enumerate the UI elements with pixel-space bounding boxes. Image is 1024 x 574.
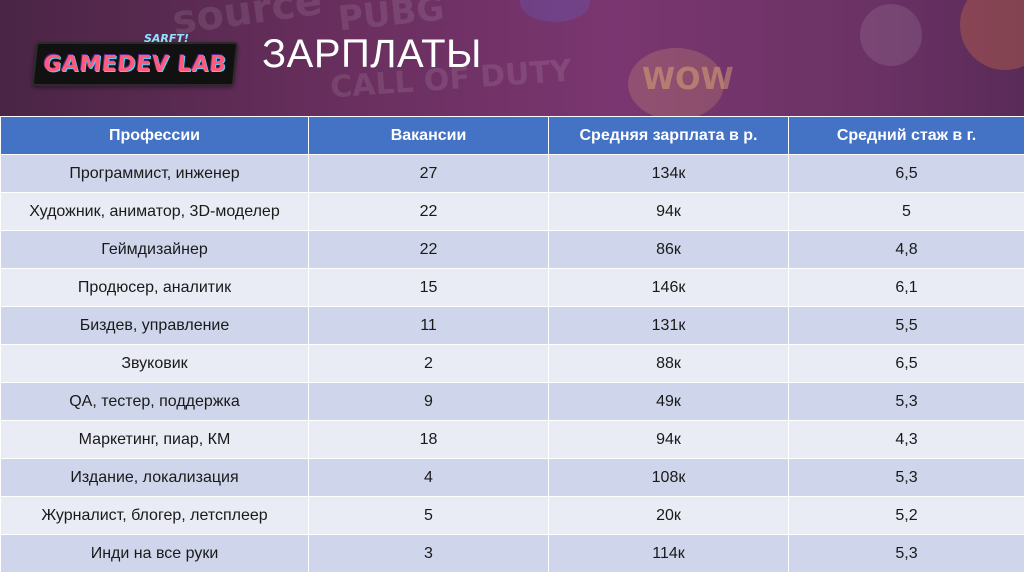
cell-salary: 146к (548, 268, 789, 307)
cell-experience: 5,3 (788, 458, 1024, 497)
cell-profession: Инди на все руки (0, 534, 309, 573)
cell-profession: Журналист, блогер, летсплеер (0, 496, 309, 535)
cell-vacancies: 27 (308, 154, 549, 193)
table-body: Программист, инженер 27 134к 6,5 Художник, а… (0, 154, 1024, 573)
cell-experience: 6,1 (788, 268, 1024, 307)
table-row: Художник, аниматор, 3D-моделер 22 94к 5 (0, 192, 1024, 231)
column-header-experience: Средний стаж в г. (788, 116, 1024, 155)
cell-vacancies: 3 (308, 534, 549, 573)
cell-profession: Художник, аниматор, 3D-моделер (0, 192, 309, 231)
cell-experience: 4,8 (788, 230, 1024, 269)
header-banner: source PUBG CALL OF DUTY WOW GAMEDEV LAB… (0, 0, 1024, 116)
table-row: Журналист, блогер, летсплеер 5 20к 5,2 (0, 496, 1024, 535)
page-title: ЗАРПЛАТЫ (262, 32, 482, 76)
bg-logo-wow: WOW (642, 62, 734, 97)
cell-profession: Маркетинг, пиар, КМ (0, 420, 309, 459)
cell-experience: 5,2 (788, 496, 1024, 535)
cell-experience: 6,5 (788, 154, 1024, 193)
cell-vacancies: 2 (308, 344, 549, 383)
table-row: Инди на все руки 3 114к 5,3 (0, 534, 1024, 573)
column-header-salary: Средняя зарплата в р. (548, 116, 789, 155)
cell-profession: Издание, локализация (0, 458, 309, 497)
cell-salary: 108к (548, 458, 789, 497)
column-header-profession: Профессии (0, 116, 309, 155)
cell-salary: 49к (548, 382, 789, 421)
cell-experience: 5 (788, 192, 1024, 231)
cell-vacancies: 22 (308, 192, 549, 231)
cell-salary: 94к (548, 420, 789, 459)
cell-profession: Продюсер, аналитик (0, 268, 309, 307)
cell-experience: 5,3 (788, 534, 1024, 573)
cell-profession: Звуковик (0, 344, 309, 383)
cell-experience: 5,3 (788, 382, 1024, 421)
cell-vacancies: 5 (308, 496, 549, 535)
table-row: Геймдизайнер 22 86к 4,8 (0, 230, 1024, 269)
logo-text: GAMEDEV LAB (42, 51, 228, 77)
bg-shape-blue (520, 0, 590, 22)
cell-profession: Геймдизайнер (0, 230, 309, 269)
cell-vacancies: 9 (308, 382, 549, 421)
cell-vacancies: 4 (308, 458, 549, 497)
table-row: QA, тестер, поддержка 9 49к 5,3 (0, 382, 1024, 421)
cell-salary: 94к (548, 192, 789, 231)
cell-salary: 131к (548, 306, 789, 345)
table-row: Биздев, управление 11 131к 5,5 (0, 306, 1024, 345)
cell-salary: 20к (548, 496, 789, 535)
bg-logo-wow-disc (628, 48, 724, 116)
cell-profession: Биздев, управление (0, 306, 309, 345)
cell-vacancies: 22 (308, 230, 549, 269)
table-row: Программист, инженер 27 134к 6,5 (0, 154, 1024, 193)
salary-table: Профессии Вакансии Средняя зарплата в р.… (0, 116, 1024, 573)
cell-experience: 4,3 (788, 420, 1024, 459)
bg-shape-ghost (860, 4, 922, 66)
cell-vacancies: 18 (308, 420, 549, 459)
cell-experience: 5,5 (788, 306, 1024, 345)
table-row: Маркетинг, пиар, КМ 18 94к 4,3 (0, 420, 1024, 459)
logo-tagline: SARFT! (144, 32, 189, 45)
cell-vacancies: 11 (308, 306, 549, 345)
table-row: Издание, локализация 4 108к 5,3 (0, 458, 1024, 497)
cell-profession: QA, тестер, поддержка (0, 382, 309, 421)
table-row: Продюсер, аналитик 15 146к 6,1 (0, 268, 1024, 307)
table-header-row: Профессии Вакансии Средняя зарплата в р.… (0, 116, 1024, 155)
cell-profession: Программист, инженер (0, 154, 309, 193)
column-header-vacancies: Вакансии (308, 116, 549, 155)
cell-salary: 114к (548, 534, 789, 573)
gamedev-lab-logo: GAMEDEV LAB (31, 42, 239, 86)
cell-salary: 86к (548, 230, 789, 269)
cell-vacancies: 15 (308, 268, 549, 307)
cell-salary: 88к (548, 344, 789, 383)
cell-salary: 134к (548, 154, 789, 193)
bg-shape-right (960, 0, 1024, 70)
table-row: Звуковик 2 88к 6,5 (0, 344, 1024, 383)
cell-experience: 6,5 (788, 344, 1024, 383)
